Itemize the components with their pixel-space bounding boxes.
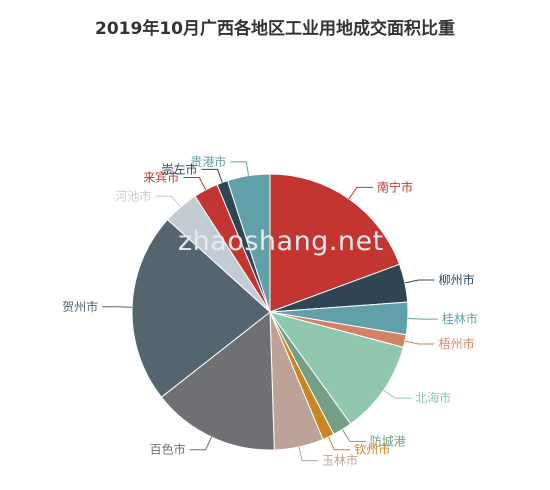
slice-label-7: 玉林市 [322,453,358,468]
slice-label-3: 梧州市 [439,336,475,351]
pie-slice-4[interactable] [268,311,405,425]
leader-line-8 [189,436,213,451]
watermark-text: zhaoshang.net [178,226,384,257]
pie-slice-8[interactable] [160,310,275,451]
pie-slice-0[interactable] [269,173,401,313]
slice-label-0: 南宁市 [377,179,413,194]
slice-label-2: 桂林市 [442,311,478,326]
leader-line-13 [230,161,250,176]
leader-line-5 [342,429,366,442]
slice-label-10: 河池市 [115,188,151,203]
slice-label-8: 百色市 [150,442,186,457]
slice-label-1: 柳州市 [439,272,475,287]
leader-line-10 [155,195,181,208]
slice-label-6: 钦州市 [354,442,390,457]
leader-line-7 [298,446,319,462]
slice-label-9: 贺州市 [62,299,98,314]
leader-line-1 [404,279,435,284]
chart-title: 2019年10月广西各地区工业用地成交面积比重 [95,19,455,39]
leader-line-3 [404,340,435,345]
leader-line-0 [348,186,373,200]
slice-label-12: 崇左市 [161,161,197,176]
leader-line-12 [201,168,223,183]
pie-slice-13[interactable] [226,173,271,313]
slice-label-4: 北海市 [415,390,451,405]
leader-line-4 [383,389,412,399]
leader-line-6 [327,436,351,451]
leader-line-11 [183,176,207,191]
leader-line-2 [407,317,438,320]
slice-label-13: 贵港市 [190,154,226,169]
pie-slice-9[interactable] [131,218,271,398]
slice-label-11: 来宾市 [143,169,179,184]
slice-label-5: 防城港 [370,433,406,448]
